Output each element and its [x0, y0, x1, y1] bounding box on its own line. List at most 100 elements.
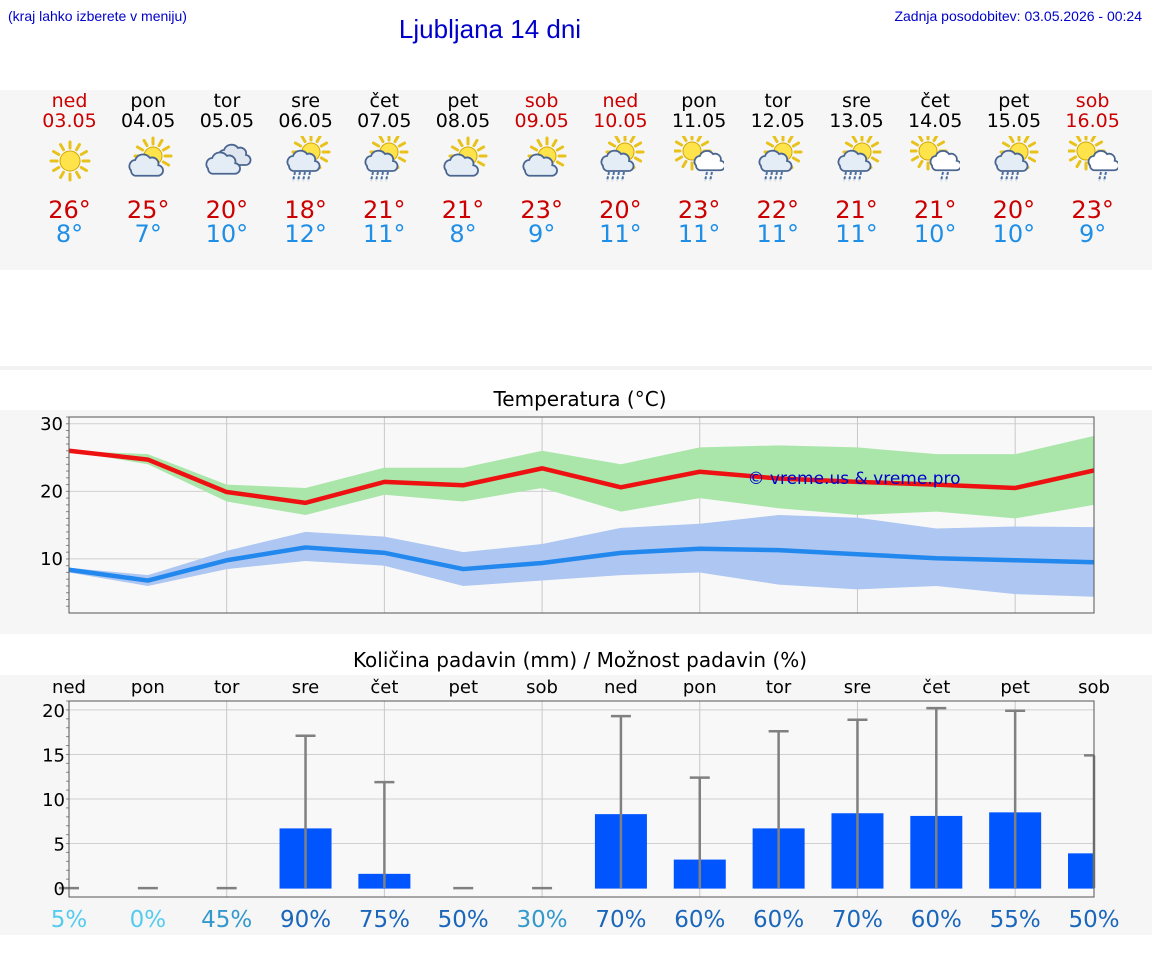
day-label: tor: [214, 677, 240, 698]
day-name: pon: [681, 90, 717, 112]
day-name: pon: [130, 90, 167, 112]
max-temperature: 20°: [992, 196, 1036, 224]
max-temperature-line: [68, 448, 1095, 506]
day-name: tor: [213, 90, 241, 112]
day-label: ned: [604, 677, 638, 698]
min-temperature: 10°: [913, 220, 957, 248]
day-label: ned: [52, 677, 86, 698]
plot-frame: [68, 416, 1095, 614]
precipitation-chance: 75%: [359, 907, 410, 933]
day-date: 03.05: [42, 110, 97, 132]
max-temperature: 25°: [126, 196, 170, 224]
precipitation-chance: 55%: [990, 907, 1041, 933]
temperature-chart: 10 20 30 © vreme.us & vreme.pro: [40, 414, 1095, 614]
min-temperature: 8°: [55, 220, 84, 248]
min-temperature: 11°: [677, 220, 721, 248]
precipitation-chance: 0%: [130, 907, 167, 933]
day-name: pet: [998, 90, 1030, 112]
min-temperature: 9°: [1078, 220, 1107, 248]
day-name: sre: [842, 90, 871, 112]
day-label: čet: [370, 677, 398, 698]
min-temperature: 11°: [835, 220, 878, 248]
min-temperature: 10°: [205, 220, 249, 248]
precipitation-chance: 70%: [595, 907, 646, 933]
sun-shower-icon: [908, 131, 963, 182]
sun-shower-icon: [1066, 131, 1120, 182]
precipitation-chance: 60%: [674, 907, 725, 933]
precipitation-chance: 60%: [753, 907, 804, 933]
sun-cloud-rain-icon: [286, 132, 331, 182]
max-temperature: 26°: [48, 196, 91, 224]
min-temperature-line: [68, 545, 1095, 583]
day-name: sob: [524, 90, 559, 112]
divider: [0, 366, 1152, 370]
day-name: čet: [369, 90, 400, 112]
day-forecast: ned 10.05 20° 11°: [581, 90, 660, 248]
sun-cloud-rain-icon: [600, 132, 645, 182]
day-forecast: sre 06.05 18° 12°: [266, 90, 345, 248]
day-date: 10.05: [593, 110, 648, 132]
max-temperature: 23°: [1071, 196, 1114, 224]
day-label: sob: [1078, 677, 1110, 698]
day-label: tor: [766, 677, 792, 698]
day-label: pet: [448, 677, 478, 698]
partly-cloudy-icon: [128, 136, 173, 177]
partly-cloudy-icon: [522, 136, 567, 177]
min-temperature: 12°: [284, 220, 327, 248]
day-date: 08.05: [435, 110, 491, 132]
day-forecast: pon 04.05 25° 7°: [109, 90, 188, 248]
partly-cloudy-icon: [443, 136, 488, 177]
max-temperature: 22°: [756, 196, 800, 224]
max-temperature: 20°: [599, 196, 642, 224]
day-forecast: pet 08.05 21° 8°: [424, 90, 503, 248]
day-forecast: tor 12.05 22° 11°: [738, 90, 817, 248]
day-date: 14.05: [907, 110, 963, 132]
day-forecast: sob 09.05 23° 9°: [502, 90, 581, 248]
day-date: 16.05: [1065, 110, 1120, 132]
max-temperature: 21°: [913, 196, 957, 224]
plot-frame: [68, 700, 1095, 898]
y-tick-label: 15: [42, 745, 65, 766]
day-forecast: ned 03.05 26° 8°: [30, 90, 109, 248]
day-name: ned: [602, 90, 639, 112]
page-title: Ljubljana 14 dni: [398, 14, 582, 44]
max-temperature: 20°: [205, 196, 249, 224]
day-label: pet: [1000, 677, 1030, 698]
y-tick-label: 20: [40, 481, 63, 502]
precipitation-chance: 60%: [911, 907, 962, 933]
day-forecast: sre 13.05 21° 11°: [817, 90, 896, 248]
day-label: sre: [292, 677, 319, 698]
precipitation-chance: 50%: [438, 907, 489, 933]
precipitation-bar: [1068, 853, 1094, 889]
min-temperature: 11°: [599, 220, 642, 248]
sun-cloud-rain-icon: [364, 132, 409, 182]
day-date: 04.05: [120, 110, 176, 132]
min-temperature: 11°: [756, 220, 800, 248]
sun-shower-icon: [672, 131, 726, 182]
min-temperature: 7°: [134, 220, 162, 248]
location-hint: (kraj lahko izberete v meniju): [8, 8, 187, 24]
max-temperature: 23°: [677, 196, 721, 224]
watermark: © vreme.us & vreme.pro: [747, 469, 960, 489]
temperature-chart-title: Temperatura (°C): [493, 387, 667, 411]
day-label: sob: [526, 677, 558, 698]
cloudy-icon: [205, 143, 252, 175]
precipitation-chance: 5%: [51, 907, 88, 933]
precipitation-chance: 70%: [832, 907, 883, 933]
y-tick-label: 5: [54, 835, 65, 856]
last-updated: Zadnja posodobitev: 03.05.2026 - 00:24: [894, 8, 1142, 24]
max-temperature: 21°: [363, 196, 406, 224]
day-name: sob: [1075, 90, 1110, 112]
precipitation-chance: 50%: [1068, 907, 1119, 933]
min-temperature: 9°: [528, 220, 556, 248]
day-date: 15.05: [986, 110, 1042, 132]
min-temperature: 11°: [363, 220, 406, 248]
day-date: 05.05: [199, 110, 255, 132]
y-tick-label: 20: [42, 701, 65, 722]
day-label: pon: [683, 677, 717, 698]
day-label: pon: [131, 677, 165, 698]
min-temperature: 8°: [449, 220, 477, 248]
day-date: 12.05: [750, 110, 805, 132]
day-date: 11.05: [671, 110, 727, 132]
max-temperature: 21°: [835, 196, 878, 224]
